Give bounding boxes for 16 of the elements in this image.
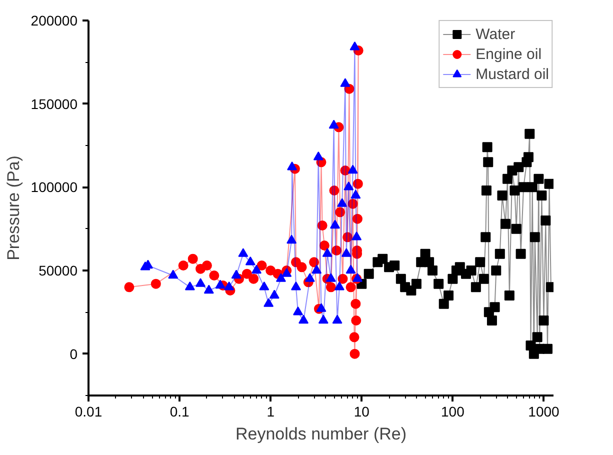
y-tick-label: 50000 xyxy=(38,262,78,278)
legend-label: Mustard oil xyxy=(476,66,549,82)
legend-label: Water xyxy=(476,26,516,42)
x-tick-label: 10 xyxy=(354,404,370,420)
y-tick-label: 0 xyxy=(70,346,78,362)
y-axis-title: Pressure (Pa) xyxy=(4,156,23,260)
x-tick-label: 100 xyxy=(441,404,465,420)
legend-label: Engine oil xyxy=(476,46,542,62)
y-tick-label: 150000 xyxy=(30,96,78,112)
y-tick-label: 200000 xyxy=(30,12,78,28)
x-tick-label: 0.01 xyxy=(74,404,102,420)
x-tick-label: 1000 xyxy=(528,404,560,420)
y-tick-label: 100000 xyxy=(30,179,78,196)
x-tick-label: 1 xyxy=(266,404,275,420)
x-axis-title: Reynolds number (Re) xyxy=(235,424,407,444)
x-tick-label: 0.1 xyxy=(170,404,190,420)
